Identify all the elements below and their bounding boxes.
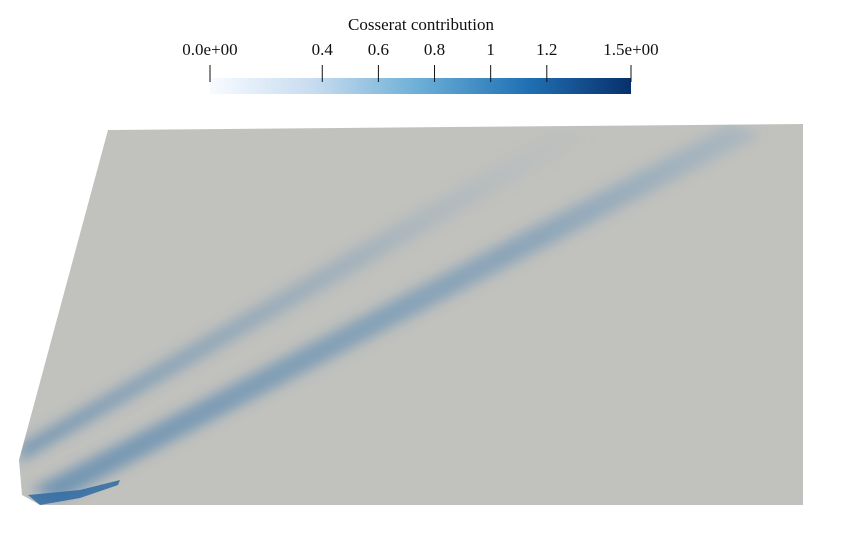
shear-band bbox=[19, 128, 590, 462]
tick-label: 0.8 bbox=[424, 40, 445, 59]
colorbar: 0.0e+00 0.4 0.6 0.8 1 1.2 1.5e+00 bbox=[182, 40, 659, 94]
tick-label: 0.0e+00 bbox=[182, 40, 237, 59]
tick-label: 1.5e+00 bbox=[603, 40, 658, 59]
shear-band bbox=[30, 124, 760, 500]
colorbar-gradient bbox=[210, 78, 631, 94]
colorbar-title: Cosserat contribution bbox=[348, 15, 494, 34]
tick-label: 0.6 bbox=[368, 40, 389, 59]
tick-label: 1.2 bbox=[536, 40, 557, 59]
tick-label: 1 bbox=[486, 40, 495, 59]
tick-label: 0.4 bbox=[312, 40, 334, 59]
shear-band-edge bbox=[28, 480, 120, 505]
shear-bands bbox=[19, 124, 760, 505]
